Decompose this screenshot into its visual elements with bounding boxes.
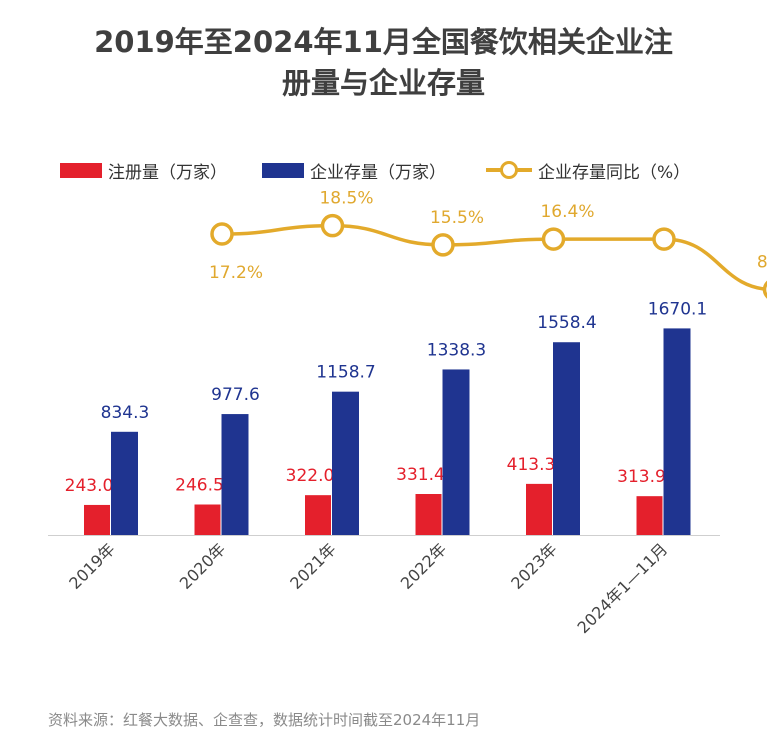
legend-item-yoy: 企业存量同比（%） — [486, 156, 690, 184]
marker-yoy — [210, 222, 234, 246]
data-label-yoy: 8.5% — [757, 253, 767, 273]
legend-label-yoy: 企业存量同比（%） — [538, 162, 691, 183]
x-tick-label: 2024年1—11月 — [574, 539, 672, 637]
bar-registrations — [636, 496, 663, 535]
data-label-registrations: 313.9 — [617, 467, 666, 487]
legend-swatch-yoy — [486, 156, 532, 184]
data-label-registrations: 246.5 — [175, 476, 224, 496]
marker-yoy — [431, 233, 455, 257]
data-label-stock: 977.6 — [211, 385, 260, 405]
marker-yoy — [652, 227, 676, 251]
bar-stock — [111, 431, 138, 535]
legend-swatch-yoy-marker — [500, 161, 518, 179]
bar-stock — [221, 414, 249, 535]
marker-yoy — [762, 280, 767, 299]
marker-yoy — [320, 213, 345, 238]
data-label-yoy: 16.4% — [540, 202, 594, 222]
data-label-stock: 1558.4 — [537, 313, 596, 333]
source-note: 资料来源：红餐大数据、企查查，数据统计时间截至2024年11月 — [48, 711, 481, 729]
marker-yoy — [541, 227, 566, 251]
chart-title-line-2: 册量与企业存量 — [281, 66, 485, 100]
x-tick-label: 2019年 — [65, 539, 119, 593]
legend-swatch-registrations — [60, 162, 102, 178]
bar-stock — [332, 391, 359, 535]
legend-label-stock: 企业存量（万家） — [310, 162, 446, 183]
bar-registrations — [194, 504, 221, 535]
bar-stock — [442, 369, 470, 535]
data-label-yoy: 15.5% — [430, 208, 484, 228]
data-label-stock: 1338.3 — [427, 340, 486, 360]
legend-label-registrations: 注册量（万家） — [108, 162, 227, 183]
data-label-yoy: 18.5% — [319, 189, 373, 209]
data-label-yoy: 17.2% — [209, 263, 263, 283]
x-tick-label: 2021年 — [286, 539, 340, 593]
x-tick-label: 2023年 — [507, 539, 561, 593]
bar-registrations — [526, 483, 552, 535]
data-label-registrations: 413.3 — [507, 455, 556, 475]
chart-plot: 243.0 834.3 2019年 246.5 977.6 2020年 322.0 1158.… — [48, 189, 767, 637]
x-tick-label: 2022年 — [397, 539, 451, 593]
bar-registrations — [84, 504, 110, 535]
data-label-registrations: 331.4 — [396, 465, 445, 485]
bar-registrations — [415, 494, 442, 535]
data-label-registrations: 322.0 — [286, 466, 335, 486]
data-label-stock: 834.3 — [101, 403, 150, 423]
chart-legend: 注册量（万家） 企业存量（万家） 企业存量同比（%） — [0, 156, 767, 184]
line-yoy — [221, 223, 767, 291]
bar-stock — [663, 328, 691, 535]
x-tick-label: 2020年 — [176, 539, 230, 593]
data-label-registrations: 243.0 — [65, 476, 114, 496]
chart-title: 2019年至2024年11月全国餐饮相关企业注 册量与企业存量 — [0, 22, 767, 104]
data-label-stock: 1158.7 — [316, 363, 375, 383]
bar-stock — [553, 342, 580, 535]
data-label-stock: 1670.1 — [648, 299, 707, 319]
bar-registrations — [305, 495, 331, 535]
legend-item-stock: 企业存量（万家） — [262, 156, 446, 184]
chart-title-line-1: 2019年至2024年11月全国餐饮相关企业注 — [94, 25, 673, 59]
legend-swatch-stock — [262, 162, 304, 178]
legend-item-registrations: 注册量（万家） — [60, 156, 227, 184]
